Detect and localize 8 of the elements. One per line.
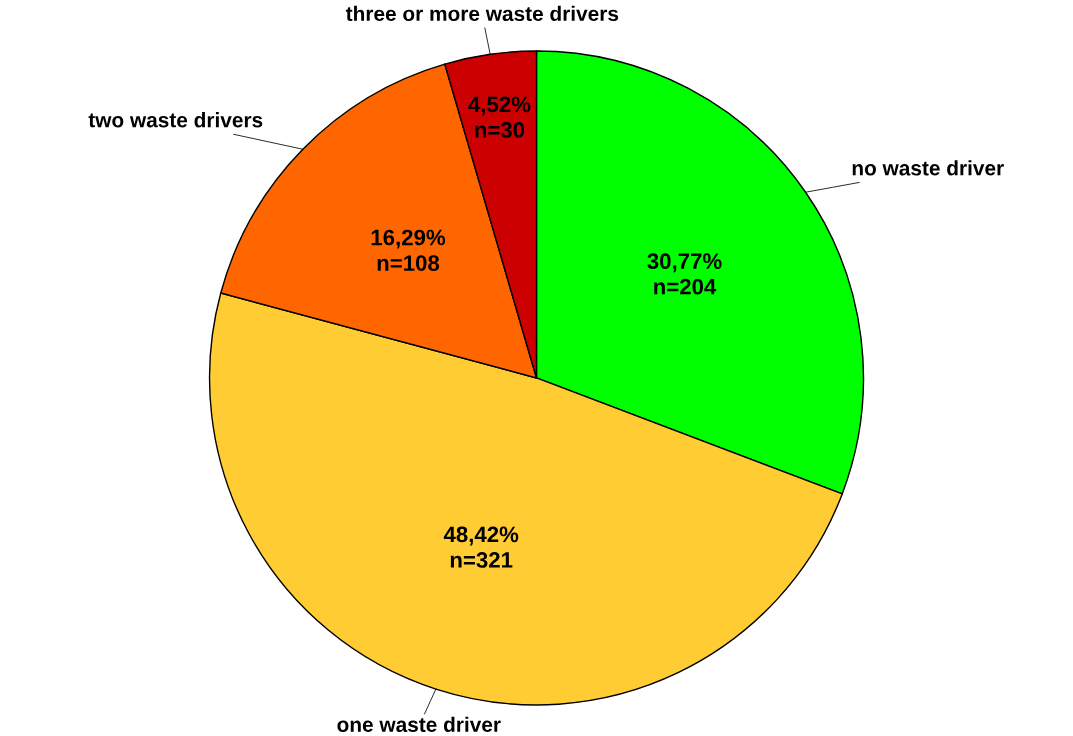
slice-label: two waste drivers <box>88 112 263 128</box>
data-label: 16,29% n=108 <box>371 229 446 271</box>
slice-label: one waste driver <box>337 716 501 732</box>
data-label: 30,77% n=204 <box>647 253 722 295</box>
slice-label: no waste driver <box>852 160 1004 176</box>
slice-label: three or more waste drivers <box>345 5 619 22</box>
data-label: 48,42% n=321 <box>443 526 519 568</box>
data-label: 4,52% n=30 <box>468 96 531 138</box>
